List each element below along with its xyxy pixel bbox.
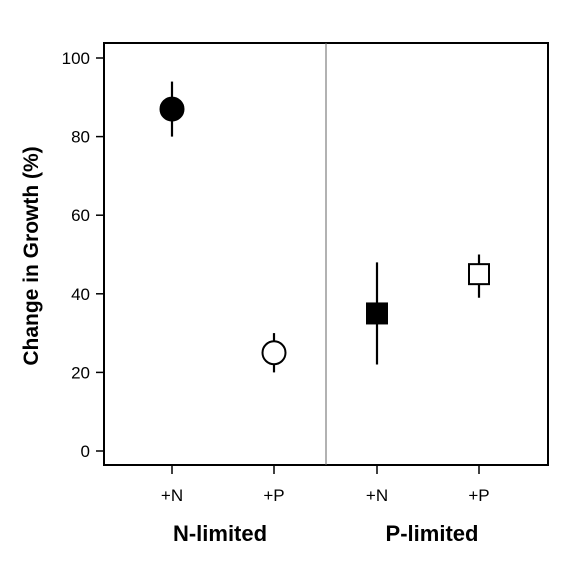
- group-label: P-limited: [386, 521, 479, 546]
- x-tick-label: +N: [161, 486, 183, 505]
- x-tick-label: +P: [263, 486, 284, 505]
- data-point-square: [366, 302, 388, 325]
- data-point-circle: [159, 96, 185, 122]
- y-tick-label: 20: [71, 363, 90, 382]
- y-tick-label: 100: [62, 49, 90, 68]
- y-tick-label: 0: [81, 442, 90, 461]
- y-tick-label: 80: [71, 128, 90, 147]
- x-tick-label: +P: [468, 486, 489, 505]
- x-tick-label: +N: [366, 486, 388, 505]
- data-point-circle: [261, 340, 287, 366]
- data-point-square: [468, 263, 490, 286]
- group-label: N-limited: [173, 521, 267, 546]
- y-tick-label: 40: [71, 285, 90, 304]
- x-axis: +N +P N-limited +N +P P-limited: [161, 465, 490, 546]
- y-axis: 0 20 40 60 80 100: [62, 49, 104, 461]
- y-axis-title: Change in Growth (%): [20, 146, 43, 365]
- y-tick-label: 60: [71, 206, 90, 225]
- data-points: [159, 81, 490, 373]
